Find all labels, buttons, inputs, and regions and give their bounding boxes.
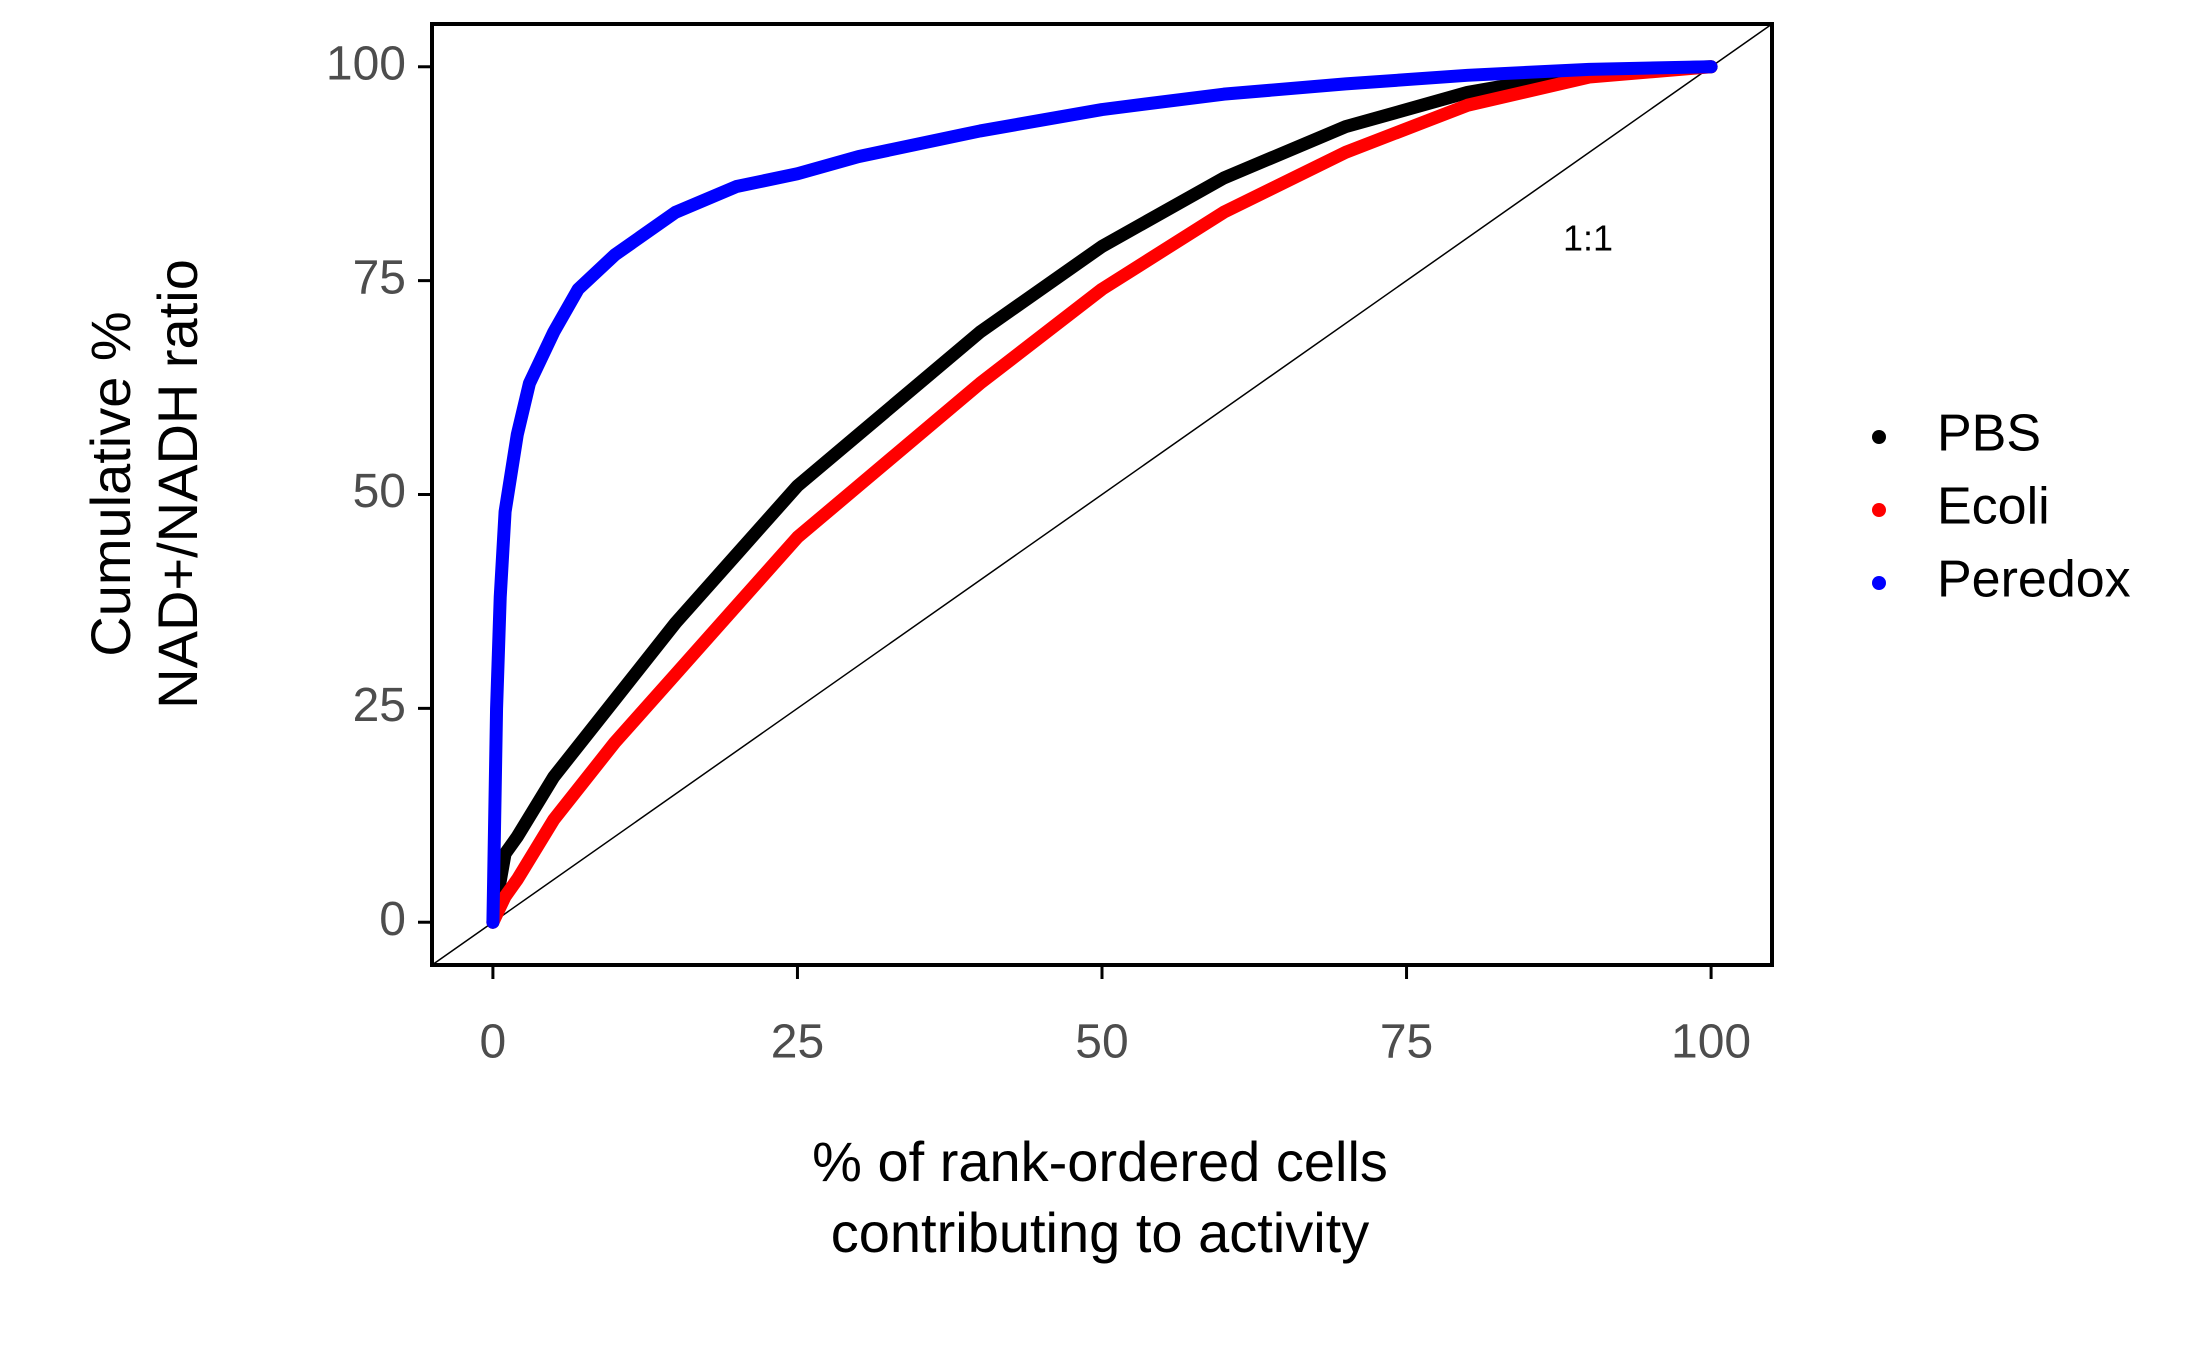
x-tick-label: 75 <box>1380 1016 1433 1069</box>
y-axis-title: NAD+/NADH ratio <box>146 259 209 709</box>
legend-marker <box>1872 430 1886 444</box>
legend-label: PBS <box>1937 405 2041 463</box>
x-axis-title: % of rank-ordered cells <box>812 1130 1388 1193</box>
series-line <box>486 60 1718 929</box>
series-line <box>486 60 1718 929</box>
series-line <box>486 60 1718 929</box>
y-tick-label: 25 <box>353 679 406 732</box>
y-tick-label: 50 <box>353 465 406 518</box>
legend-marker <box>1872 576 1886 590</box>
legend-label: Ecoli <box>1937 478 2050 536</box>
legend-label: Peredox <box>1937 551 2131 609</box>
y-axis-title: Cumulative % <box>79 311 142 656</box>
reference-line <box>431 23 1773 966</box>
x-tick-label: 100 <box>1671 1016 1751 1069</box>
x-tick-label: 50 <box>1075 1016 1128 1069</box>
y-tick-label: 100 <box>326 37 406 90</box>
x-axis-title: contributing to activity <box>831 1201 1369 1264</box>
y-tick-label: 0 <box>379 893 406 946</box>
y-tick-label: 75 <box>353 251 406 304</box>
annotation: 1:1 <box>1563 218 1613 259</box>
x-tick-label: 25 <box>771 1016 824 1069</box>
x-tick-label: 0 <box>480 1016 507 1069</box>
legend-marker <box>1872 503 1886 517</box>
